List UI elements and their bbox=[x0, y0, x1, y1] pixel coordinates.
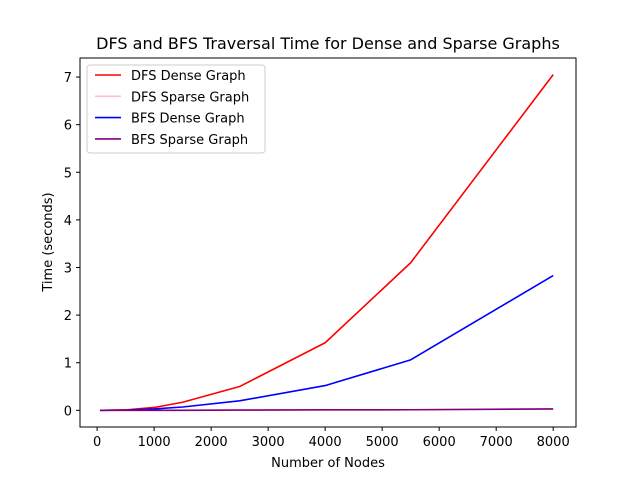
y-tick-label: 5 bbox=[64, 166, 72, 181]
y-tick-label: 4 bbox=[64, 214, 72, 229]
legend: DFS Dense Graph DFS Sparse Graph BFS Dense… bbox=[86, 64, 266, 154]
x-tick-label: 2000 bbox=[195, 435, 228, 450]
chart-title: DFS and BFS Traversal Time for Dense and… bbox=[96, 34, 560, 53]
x-axis-label: Number of Nodes bbox=[271, 456, 385, 471]
y-tick-label: 3 bbox=[64, 261, 72, 276]
y-tick-label: 1 bbox=[64, 357, 72, 372]
series-lines bbox=[99, 74, 554, 412]
x-tick-label: 7000 bbox=[480, 435, 513, 450]
y-tick-label: 6 bbox=[64, 119, 72, 134]
x-tick-label: 3000 bbox=[252, 435, 285, 450]
y-tick-label: 0 bbox=[64, 404, 72, 419]
series-line-bfs-dense-graph bbox=[99, 274, 554, 412]
x-tick-label: 1000 bbox=[138, 435, 171, 450]
x-tick-label: 8000 bbox=[537, 435, 570, 450]
legend-label-bfs-dense-graph: BFS Dense Graph bbox=[131, 112, 245, 127]
x-tick-label: 5000 bbox=[366, 435, 399, 450]
legend-label-dfs-sparse-graph: DFS Sparse Graph bbox=[131, 90, 249, 105]
y-tick-label: 2 bbox=[64, 309, 72, 324]
plot-area bbox=[79, 57, 577, 428]
legend-box bbox=[86, 64, 266, 154]
legend-label-bfs-sparse-graph: BFS Sparse Graph bbox=[131, 133, 248, 148]
x-tick-label: 0 bbox=[93, 435, 101, 450]
x-axis: 0 1000 2000 3000 4000 5000 6000 7000 8000 bbox=[93, 427, 570, 450]
x-tick-label: 6000 bbox=[423, 435, 456, 450]
y-tick-label: 7 bbox=[64, 71, 72, 86]
x-tick-label: 4000 bbox=[309, 435, 342, 450]
y-axis-label: Time (seconds) bbox=[41, 192, 56, 292]
series-line-bfs-sparse-graph bbox=[99, 408, 554, 412]
legend-label-dfs-dense-graph: DFS Dense Graph bbox=[131, 69, 246, 84]
y-axis: 0 1 2 3 4 5 6 7 bbox=[64, 71, 80, 419]
